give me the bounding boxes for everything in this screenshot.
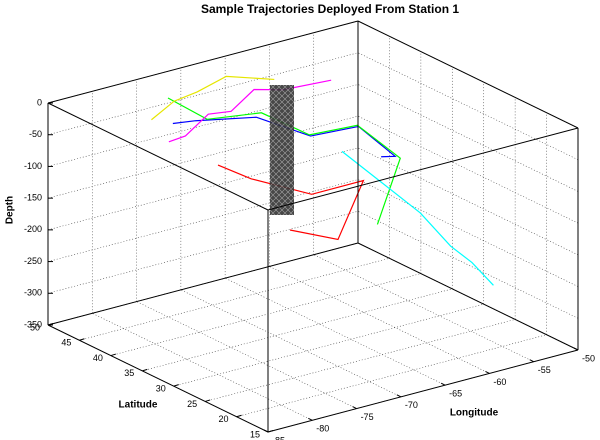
axis-edge — [47, 102, 269, 211]
z-tick-label: -300 — [24, 288, 42, 298]
z-tick-label: -150 — [24, 193, 42, 203]
grid-line — [47, 210, 359, 294]
grid-line — [47, 84, 359, 167]
z-tick-label: -250 — [24, 256, 42, 266]
y-tick-label: 35 — [124, 368, 134, 378]
tick-mark — [308, 417, 313, 421]
grid-line — [79, 257, 390, 341]
z-tick-label: -350 — [24, 319, 42, 329]
trajectories — [151, 75, 494, 286]
tick-mark — [47, 323, 54, 326]
z-tick-label: 0 — [37, 97, 42, 107]
grid-line — [357, 52, 579, 160]
z-tick-label: -200 — [24, 224, 42, 234]
grid-line — [357, 115, 579, 224]
tick-mark — [267, 430, 274, 433]
grid-line — [357, 211, 579, 319]
trajectory — [151, 75, 275, 121]
tick-mark — [396, 394, 402, 398]
trajectory — [341, 150, 494, 286]
grid-line — [225, 277, 446, 386]
grid-line — [269, 266, 490, 374]
tick-mark — [485, 370, 490, 374]
grid-line — [136, 301, 357, 409]
tick-mark — [142, 368, 148, 372]
tick-mark — [110, 353, 117, 357]
grid-line — [357, 84, 579, 192]
axes-box — [47, 20, 579, 433]
x-tick-label: -55 — [538, 365, 551, 375]
y-tick-label: 15 — [250, 429, 260, 439]
grid-line — [47, 147, 359, 231]
grid-line — [47, 52, 359, 136]
z-tick-label: -100 — [24, 161, 42, 171]
trajectory — [167, 97, 401, 225]
z-axis-label: Depth — [5, 196, 16, 224]
x-tick-label: -70 — [405, 400, 418, 410]
axis-edge — [47, 20, 359, 104]
tick-mark — [204, 399, 211, 402]
tick-mark — [573, 347, 579, 351]
y-tick-label: 30 — [156, 384, 166, 394]
grid-line — [236, 334, 547, 418]
axis-edge — [47, 324, 269, 433]
station-column — [270, 85, 294, 215]
chart-title: Sample Trajectories Deployed From Statio… — [201, 2, 459, 16]
x-tick-label: -50 — [582, 353, 595, 363]
grid-line — [357, 147, 579, 256]
grid-line — [110, 273, 421, 356]
tick-mark — [173, 384, 179, 387]
axis-edge — [267, 127, 579, 211]
axis-edge — [357, 242, 579, 351]
x-tick-label: -85 — [272, 435, 285, 440]
y-tick-label: 25 — [187, 399, 197, 409]
z-tick-label: -50 — [29, 129, 42, 139]
x-tick-label: -60 — [493, 377, 506, 387]
grid-line — [173, 303, 484, 387]
tick-mark — [352, 406, 357, 410]
trajectory — [168, 79, 332, 143]
trajectory — [217, 164, 365, 241]
axis-edge — [357, 20, 579, 129]
y-tick-label: 40 — [93, 353, 103, 363]
axis-edge — [47, 242, 359, 326]
grid-line — [357, 179, 579, 287]
grid-line — [142, 288, 453, 372]
x-tick-label: -80 — [316, 424, 329, 434]
grid-line — [313, 254, 534, 362]
tick-labels: -350 -300 -250 -200 -150 -100 -50 0 15 20 25 30 35 40… — [24, 97, 595, 440]
x-axis-label: Longitude — [450, 408, 499, 419]
grid-line — [180, 289, 401, 398]
trajectory — [172, 116, 397, 158]
axis-edge — [267, 349, 579, 433]
tick-mark — [440, 382, 446, 386]
tick-mark — [263, 429, 269, 433]
grid-line — [47, 179, 359, 262]
x-tick-label: -75 — [361, 412, 374, 422]
y-tick-label: 50 — [30, 322, 40, 332]
grid-line — [47, 115, 359, 199]
tick-mark — [79, 338, 85, 341]
tick-mark — [236, 414, 242, 418]
x-tick-label: -65 — [449, 389, 462, 399]
y-tick-label: 20 — [219, 414, 229, 424]
y-tick-label: 45 — [61, 338, 71, 348]
tick-mark — [529, 359, 534, 363]
grid-line — [205, 319, 516, 402]
y-axis-label: Latitude — [119, 400, 158, 411]
